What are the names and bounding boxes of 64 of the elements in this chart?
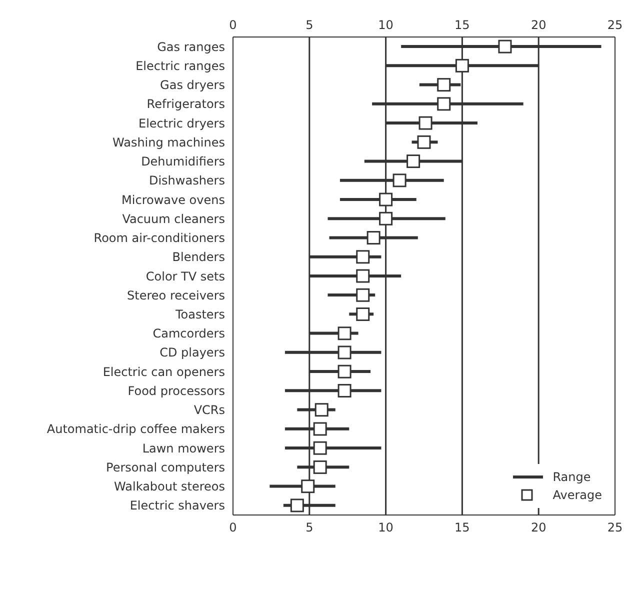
point	[498, 40, 512, 54]
point	[379, 212, 393, 226]
y-tick-label: Dehumidifiers	[141, 154, 225, 169]
y-tick-label: Electric can openers	[102, 364, 225, 379]
point	[437, 78, 451, 92]
point	[366, 231, 380, 245]
y-tick-label: Personal computers	[106, 460, 225, 474]
y-tick-label: Camcorders	[152, 326, 225, 341]
point	[392, 174, 406, 188]
x2-tick-label: 15	[454, 18, 470, 32]
y-tick-label: Gas ranges	[157, 40, 225, 54]
point	[356, 250, 370, 264]
point	[301, 480, 315, 494]
point	[290, 498, 304, 512]
y-tick-label: CD players	[160, 346, 225, 360]
legend-label: Average	[552, 488, 602, 502]
point	[356, 269, 370, 283]
point	[455, 58, 469, 72]
x-tick-label: 20	[530, 520, 546, 535]
x2-tick-label: 5	[306, 18, 314, 32]
point	[356, 288, 370, 302]
y-tick-label: Microwave ovens	[122, 192, 225, 207]
point	[379, 192, 393, 206]
y-tick-label: Vacuum cleaners	[122, 212, 225, 226]
x-tick-label: 10	[378, 520, 394, 535]
point	[314, 403, 328, 417]
y-tick-label: Gas dryers	[160, 78, 225, 92]
y-tick-label: Blenders	[172, 250, 225, 264]
point	[338, 326, 352, 340]
x-tick-label: 0	[229, 520, 237, 535]
y-tick-label: Food processors	[128, 384, 225, 398]
point	[313, 441, 327, 455]
point	[338, 364, 352, 378]
y-tick-label: Stereo receivers	[127, 288, 225, 302]
point	[313, 460, 327, 474]
point	[406, 154, 420, 168]
y-tick-label: Refrigerators	[146, 97, 225, 112]
x2-tick-label: 10	[378, 18, 394, 32]
y-tick-label: Washing machines	[112, 135, 225, 150]
point	[356, 307, 370, 321]
y-tick-label: Electric dryers	[138, 116, 225, 130]
y-tick-label: Electric ranges	[136, 58, 225, 73]
point	[313, 422, 327, 436]
y-tick-label: Color TV sets	[146, 269, 225, 284]
y-tick-label: VCRs	[194, 403, 225, 418]
x2-tick-label: 25	[607, 18, 623, 32]
point	[338, 384, 352, 398]
x2-tick-label: 20	[530, 18, 546, 32]
y-tick-label: Automatic-drip coffee makers	[46, 422, 225, 436]
legend-label: Range	[552, 470, 591, 484]
x-tick-label: 15	[454, 520, 470, 535]
y-tick-label: Toasters	[174, 308, 225, 322]
point	[417, 135, 431, 149]
y-tick-label: Dishwashers	[148, 174, 225, 188]
x2-tick-label: 0	[229, 18, 237, 32]
point	[418, 116, 432, 130]
x-tick-label: 25	[607, 520, 623, 535]
y-tick-label: Lawn mowers	[142, 441, 225, 456]
x-tick-label: 5	[306, 520, 314, 535]
y-tick-label: Walkabout stereos	[114, 480, 225, 494]
point	[338, 346, 352, 360]
y-tick-label: Electric shavers	[130, 498, 225, 513]
point	[437, 97, 451, 111]
y-tick-label: Room air-conditioners	[94, 231, 225, 246]
